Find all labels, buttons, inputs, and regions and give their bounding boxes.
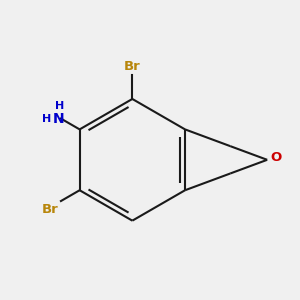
Text: H: H [55, 101, 64, 111]
Text: H: H [42, 114, 51, 124]
Text: Br: Br [124, 60, 141, 74]
Text: O: O [270, 152, 282, 164]
Text: Br: Br [42, 203, 59, 216]
Text: N: N [53, 112, 65, 126]
